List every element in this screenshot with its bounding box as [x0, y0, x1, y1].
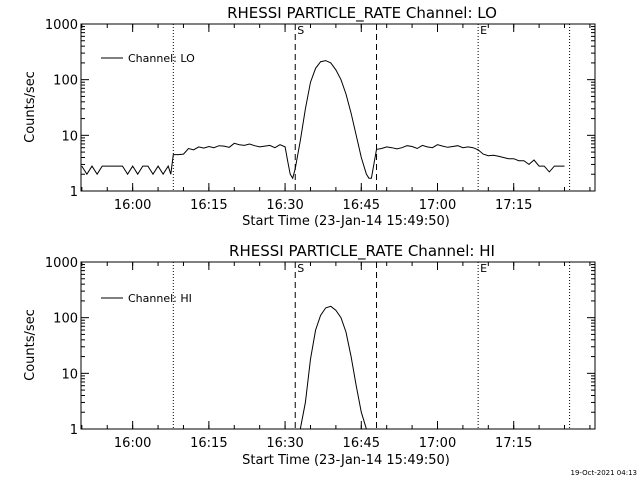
marker-label: S: [297, 24, 304, 37]
legend-label: Channel: LO: [128, 52, 195, 65]
marker-label: E: [480, 24, 487, 37]
chart-title: RHESSI PARTICLE_RATE Channel: LO: [227, 4, 497, 23]
y-tick-label: 1: [70, 423, 78, 438]
x-tick-label: 16:15: [190, 436, 227, 451]
legend-label: Channel: HI: [128, 292, 192, 305]
x-tick-label: 16:30: [266, 436, 303, 451]
y-axis-label: Counts/sec: [23, 71, 38, 143]
footer-timestamp: 19-Oct-2021 04:13: [571, 469, 637, 477]
legend: Channel: HI: [101, 292, 192, 305]
x-axis-label: Start Time (23-Jan-14 15:49:50): [242, 453, 450, 468]
x-tick-label: 17:15: [495, 436, 532, 451]
y-tick-label: 100: [53, 312, 78, 327]
y-tick-label: 1000: [45, 256, 78, 271]
x-tick-label: 16:45: [343, 436, 380, 451]
y-axis-label: Counts/sec: [23, 309, 38, 381]
plot-frame: [80, 23, 596, 192]
y-tick-label: 100: [53, 74, 78, 89]
x-tick-label: 17:00: [419, 436, 456, 451]
y-tick-label: 10: [61, 129, 78, 144]
plot-frame: [80, 261, 596, 430]
y-tick-label: 1: [70, 185, 78, 200]
chart-title: RHESSI PARTICLE_RATE Channel: HI: [229, 242, 495, 261]
marker-label: S: [297, 262, 304, 275]
x-tick-label: 17:15: [495, 198, 532, 213]
x-axis-label: Start Time (23-Jan-14 15:49:50): [242, 214, 450, 229]
y-tick-label: 1000: [45, 18, 78, 33]
x-tick-label: 16:45: [343, 198, 380, 213]
legend: Channel: LO: [101, 52, 195, 65]
series-line: [81, 60, 565, 180]
x-tick-label: 16:30: [266, 198, 303, 213]
marker-label: E: [480, 262, 487, 275]
series-line: [299, 305, 367, 430]
panel-hi: RHESSI PARTICLE_RATE Channel: HI S E 16:0…: [23, 242, 596, 468]
panel-lo: RHESSI PARTICLE_RATE Channel: LO S E 16:0…: [23, 4, 596, 229]
x-tick-label: 16:00: [114, 436, 151, 451]
x-tick-label: 17:00: [419, 198, 456, 213]
x-tick-label: 16:00: [114, 198, 151, 213]
x-tick-label: 16:15: [190, 198, 227, 213]
y-tick-label: 10: [61, 367, 78, 382]
